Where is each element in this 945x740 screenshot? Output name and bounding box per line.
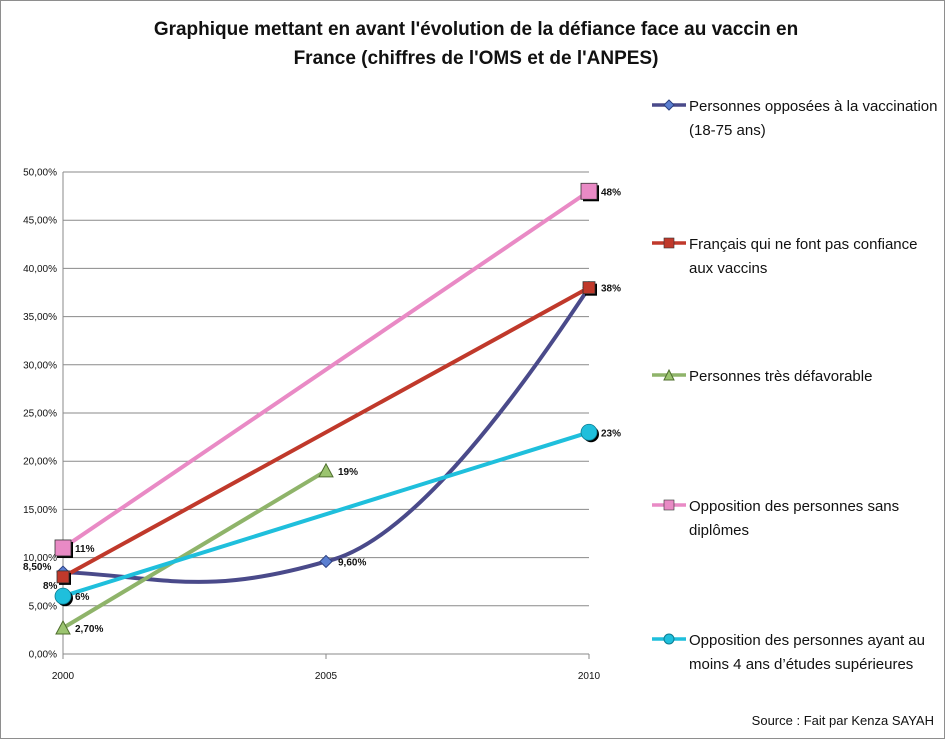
data-label: 8% xyxy=(43,581,58,592)
series-line-5 xyxy=(61,430,591,599)
series-line-2 xyxy=(61,285,591,579)
legend-label-3: Personnes très défavorable xyxy=(689,368,873,385)
series-2-marker xyxy=(582,281,597,296)
data-label: 11% xyxy=(75,544,95,555)
x-tick-label: 2005 xyxy=(315,671,338,682)
series-line-1 xyxy=(61,285,591,584)
data-label: 9,60% xyxy=(338,557,366,568)
chart-title-line-2: France (chiffres de l'OMS et de l'ANPES) xyxy=(293,48,659,69)
data-label: 2,70% xyxy=(75,624,103,635)
series-3-marker xyxy=(55,619,71,635)
series-2-marker xyxy=(56,570,71,585)
y-tick-label: 10,00% xyxy=(23,553,57,564)
y-tick-label: 25,00% xyxy=(23,409,57,420)
data-label: 48% xyxy=(601,187,621,198)
y-tick-label: 20,00% xyxy=(23,457,57,468)
data-label: 23% xyxy=(601,428,621,439)
y-tick-label: 0,00% xyxy=(29,650,57,661)
series-3-marker xyxy=(318,462,334,478)
legend-swatch-3 xyxy=(652,368,686,381)
series-line-4 xyxy=(61,189,591,550)
legend-item-3: Personnes très défavorable xyxy=(651,365,941,389)
y-tick-label: 35,00% xyxy=(23,312,57,323)
legend-swatch-2 xyxy=(652,237,686,249)
legend-swatch-4 xyxy=(652,499,686,511)
y-tick-label: 5,00% xyxy=(29,601,57,612)
legend-swatch-5 xyxy=(652,633,686,645)
legend-label-1: Personnes opposées à la vaccination (18-… xyxy=(689,98,938,139)
y-tick-label: 30,00% xyxy=(23,360,57,371)
data-label: 19% xyxy=(338,467,358,478)
data-label: 6% xyxy=(75,592,90,603)
series-5-marker xyxy=(54,587,73,607)
series-4-marker xyxy=(54,539,73,558)
legend-item-2: Français qui ne font pas confiance aux v… xyxy=(651,233,941,281)
y-tick-label: 40,00% xyxy=(23,264,57,275)
series-4-marker xyxy=(580,182,599,202)
x-tick-label: 2000 xyxy=(52,671,75,682)
x-tick-label: 2010 xyxy=(578,671,601,682)
data-label: 38% xyxy=(601,284,621,295)
y-tick-label: 15,00% xyxy=(23,505,57,516)
series-line-3 xyxy=(61,468,328,630)
legend-label-4: Opposition des personnes sans diplômes xyxy=(689,498,900,539)
y-tick-label: 45,00% xyxy=(23,216,57,227)
legend-swatch-1 xyxy=(652,99,686,111)
legend-item-1: Personnes opposées à la vaccination (18-… xyxy=(651,95,941,143)
y-tick-label: 50,00% xyxy=(23,168,57,179)
chart-title: Graphique mettant en avant l'évolution d… xyxy=(61,15,891,73)
data-label: 8,50% xyxy=(23,562,51,573)
series-5-marker xyxy=(580,423,599,443)
legend-item-4: Opposition des personnes sans diplômes xyxy=(651,495,941,543)
series-1-marker xyxy=(319,554,333,569)
legend-label-5: Opposition des personnes ayant au moins … xyxy=(689,632,925,673)
legend-label-2: Français qui ne font pas confiance aux v… xyxy=(689,236,918,277)
legend-item-5: Opposition des personnes ayant au moins … xyxy=(651,629,941,701)
chart-title-line-1: Graphique mettant en avant l'évolution d… xyxy=(153,19,799,40)
chart-source: Source : Fait par Kenza SAYAH xyxy=(751,713,934,728)
